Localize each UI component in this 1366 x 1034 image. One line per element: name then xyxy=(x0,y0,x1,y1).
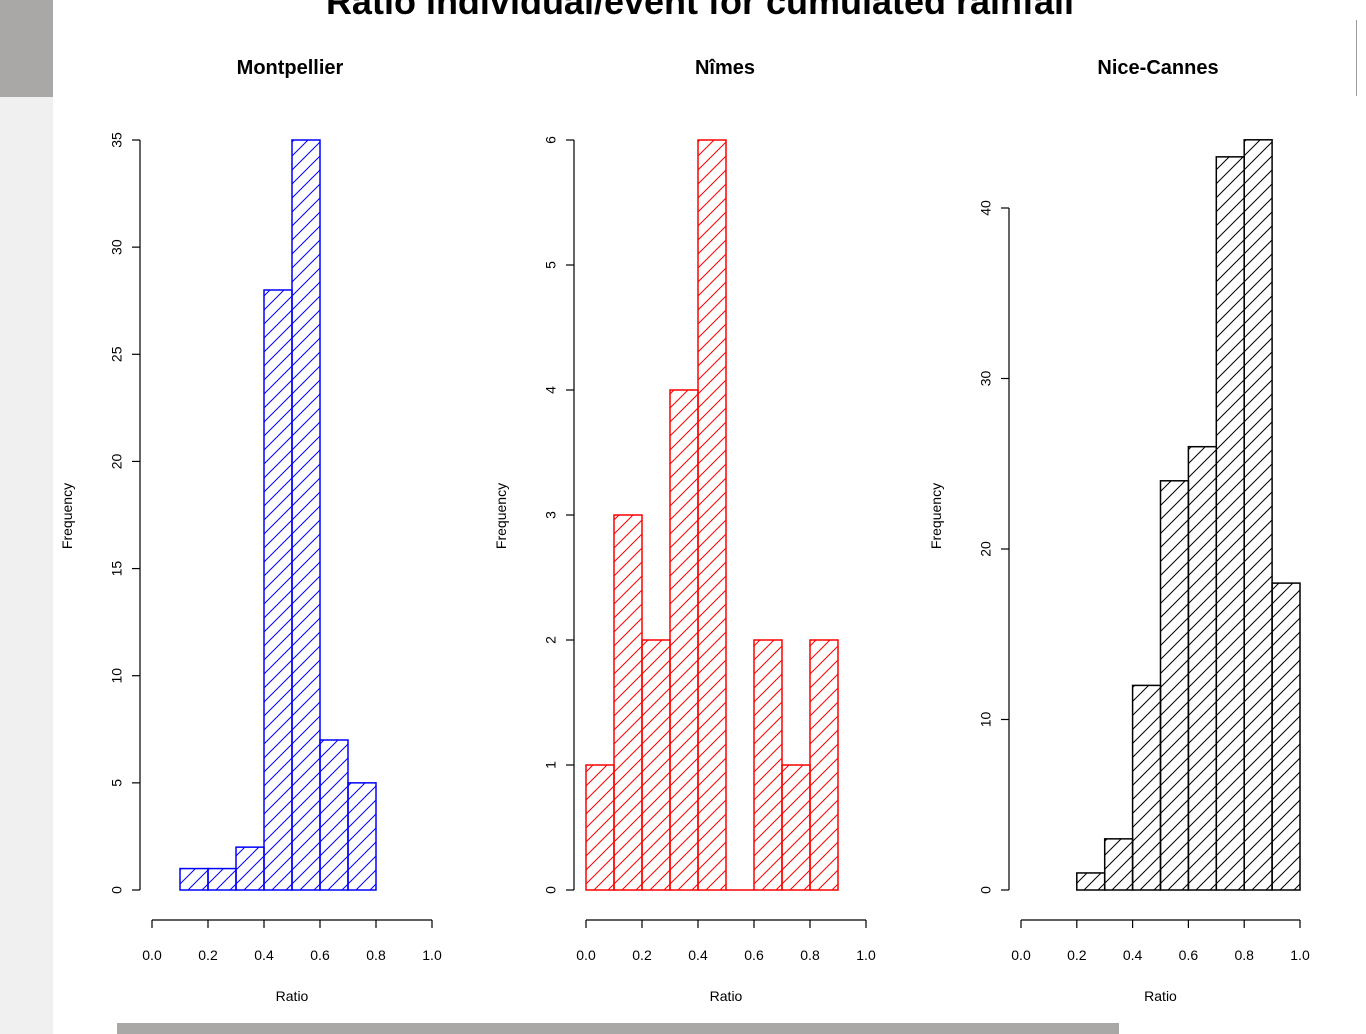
x-tick-label: 0.0 xyxy=(1011,947,1031,963)
horizontal-scrollbar[interactable] xyxy=(117,1023,1119,1034)
panel-title: Nice-Cannes xyxy=(1097,57,1218,79)
x-tick-label: 0.2 xyxy=(1067,947,1087,963)
left-margin-strip xyxy=(0,0,53,1034)
x-tick-label: 0.0 xyxy=(576,947,596,963)
x-tick-label: 0.6 xyxy=(744,947,764,963)
y-tick-label: 5 xyxy=(543,261,559,269)
histogram-bar xyxy=(291,139,321,891)
main-title: Ratio individual/event for cumulated rai… xyxy=(326,0,1074,22)
x-tick-label: 0.6 xyxy=(1179,947,1199,963)
histogram-bar xyxy=(179,867,209,891)
y-tick-label: 35 xyxy=(109,132,125,148)
histogram-bar xyxy=(1271,582,1301,891)
x-axis-label: Ratio xyxy=(710,988,743,1004)
histogram-bar xyxy=(347,782,377,891)
y-tick-label: 5 xyxy=(109,779,125,787)
histogram-bar xyxy=(1187,445,1218,891)
histogram-panel: Nîmes 0 1 2 3 4 5 6 Frequency 0.0 0.2 0.4 0.6 0.8 1.0 R… xyxy=(493,57,876,1004)
y-tick-label: 10 xyxy=(109,668,125,684)
histogram-bar xyxy=(613,514,643,891)
x-tick-label: 0.4 xyxy=(688,947,708,963)
y-tick-label: 40 xyxy=(978,200,994,216)
y-tick-label: 6 xyxy=(543,136,559,144)
y-axis-label: Frequency xyxy=(928,483,944,549)
y-tick-label: 10 xyxy=(978,712,994,728)
y-tick-label: 0 xyxy=(109,886,125,894)
x-tick-label: 1.0 xyxy=(856,947,876,963)
y-tick-label: 20 xyxy=(109,453,125,469)
histogram-bar xyxy=(207,867,237,891)
histogram-bar xyxy=(1076,872,1106,891)
histogram-bar xyxy=(781,764,811,891)
y-tick-label: 30 xyxy=(109,239,125,255)
x-tick-label: 0.8 xyxy=(366,947,386,963)
x-tick-label: 1.0 xyxy=(422,947,442,963)
y-tick-label: 4 xyxy=(543,386,559,394)
y-axis-label: Frequency xyxy=(59,483,75,549)
histogram-bar xyxy=(753,639,783,891)
histogram-bar xyxy=(809,639,839,891)
histogram-bar xyxy=(669,389,699,891)
histogram-bar xyxy=(1159,480,1190,891)
x-tick-label: 0.6 xyxy=(310,947,330,963)
right-divider-line xyxy=(1356,20,1357,96)
x-tick-label: 0.2 xyxy=(632,947,652,963)
y-tick-label: 0 xyxy=(543,886,559,894)
x-axis-label: Ratio xyxy=(1144,988,1177,1004)
histogram-bar xyxy=(585,764,615,891)
left-gray-block xyxy=(0,0,53,97)
y-tick-label: 15 xyxy=(109,561,125,577)
y-tick-label: 20 xyxy=(978,541,994,557)
histogram-bar xyxy=(1103,838,1134,891)
x-tick-label: 0.2 xyxy=(198,947,218,963)
right-margin-strip xyxy=(1343,0,1366,1034)
histogram-bar xyxy=(1215,156,1245,891)
y-tick-label: 25 xyxy=(109,346,125,362)
x-tick-label: 0.4 xyxy=(1123,947,1143,963)
histogram-panel: Nice-Cannes 0 10 20 30 40 Frequency 0.0 0.2 0.4 0.… xyxy=(928,57,1310,1004)
y-axis-label: Frequency xyxy=(493,483,509,549)
y-tick-label: 2 xyxy=(543,636,559,644)
y-tick-label: 0 xyxy=(978,886,994,894)
x-tick-label: 0.0 xyxy=(142,947,162,963)
y-tick-label: 3 xyxy=(543,511,559,519)
histogram-panel: Montpellier 0 5 10 15 20 25 30 35 Frequency 0.0 0.2… xyxy=(59,57,442,1004)
histogram-bar xyxy=(1131,684,1162,891)
histogram-bar xyxy=(263,289,293,891)
panel-title: Nîmes xyxy=(695,57,755,79)
x-tick-label: 1.0 xyxy=(1290,947,1310,963)
x-tick-label: 0.8 xyxy=(1234,947,1254,963)
histogram-bar xyxy=(1243,139,1273,891)
panel-title: Montpellier xyxy=(237,57,344,79)
histogram-bar xyxy=(235,846,265,891)
y-tick-label: 1 xyxy=(543,761,559,769)
x-tick-label: 0.4 xyxy=(254,947,274,963)
x-tick-label: 0.8 xyxy=(800,947,820,963)
histogram-bar xyxy=(641,639,671,891)
histogram-bar xyxy=(319,739,349,891)
y-tick-label: 30 xyxy=(978,371,994,387)
x-axis-label: Ratio xyxy=(276,988,309,1004)
histogram-bar xyxy=(697,139,727,891)
